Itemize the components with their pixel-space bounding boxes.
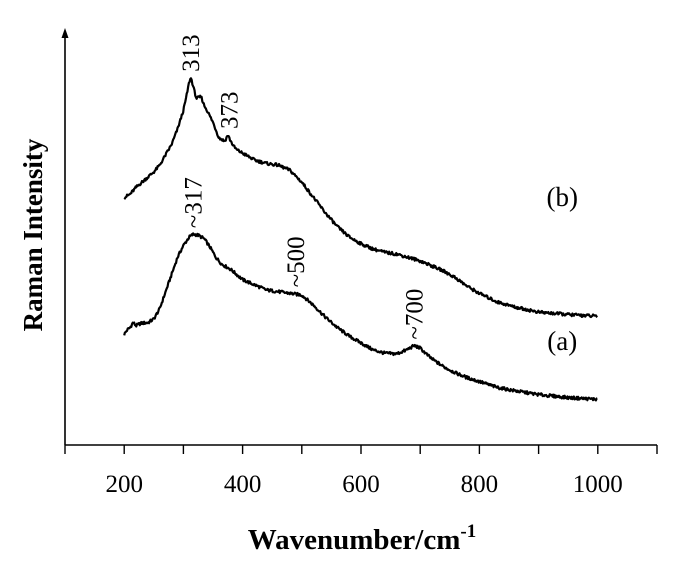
peak-label-approx-317: ~317 bbox=[180, 177, 207, 228]
series-labels: (b) (a) bbox=[547, 182, 578, 356]
peak-label-approx-500: ~500 bbox=[283, 236, 310, 287]
peak-label-313: 313 bbox=[178, 34, 205, 72]
x-tick-label-800: 800 bbox=[461, 471, 499, 498]
x-tick-label-200: 200 bbox=[105, 471, 143, 498]
y-axis-arrowhead bbox=[61, 28, 69, 38]
x-tick-label-1000: 1000 bbox=[573, 471, 623, 498]
series-label-a: (a) bbox=[547, 326, 577, 356]
x-tick-labels: 200 400 600 800 1000 bbox=[105, 471, 622, 498]
series-lines bbox=[123, 77, 599, 402]
x-axis-title-main: Wavenumber/cm bbox=[248, 524, 461, 556]
y-axis-title: Raman Intensity bbox=[18, 138, 48, 331]
x-tick-label-400: 400 bbox=[224, 471, 262, 498]
peak-label-approx-700: ~700 bbox=[401, 289, 428, 340]
series-label-b: (b) bbox=[547, 182, 578, 212]
peak-label-373: 373 bbox=[217, 92, 244, 130]
peak-annotations: 313 373 ~317 ~500 ~700 bbox=[178, 34, 428, 339]
series-line-b bbox=[123, 77, 599, 319]
x-tick-label-600: 600 bbox=[342, 471, 380, 498]
x-axis-title-superscript: -1 bbox=[460, 521, 476, 542]
x-axis-title: Wavenumber/cm-1 bbox=[248, 521, 476, 556]
x-ticks bbox=[64, 445, 658, 454]
series-line-a bbox=[123, 232, 598, 402]
